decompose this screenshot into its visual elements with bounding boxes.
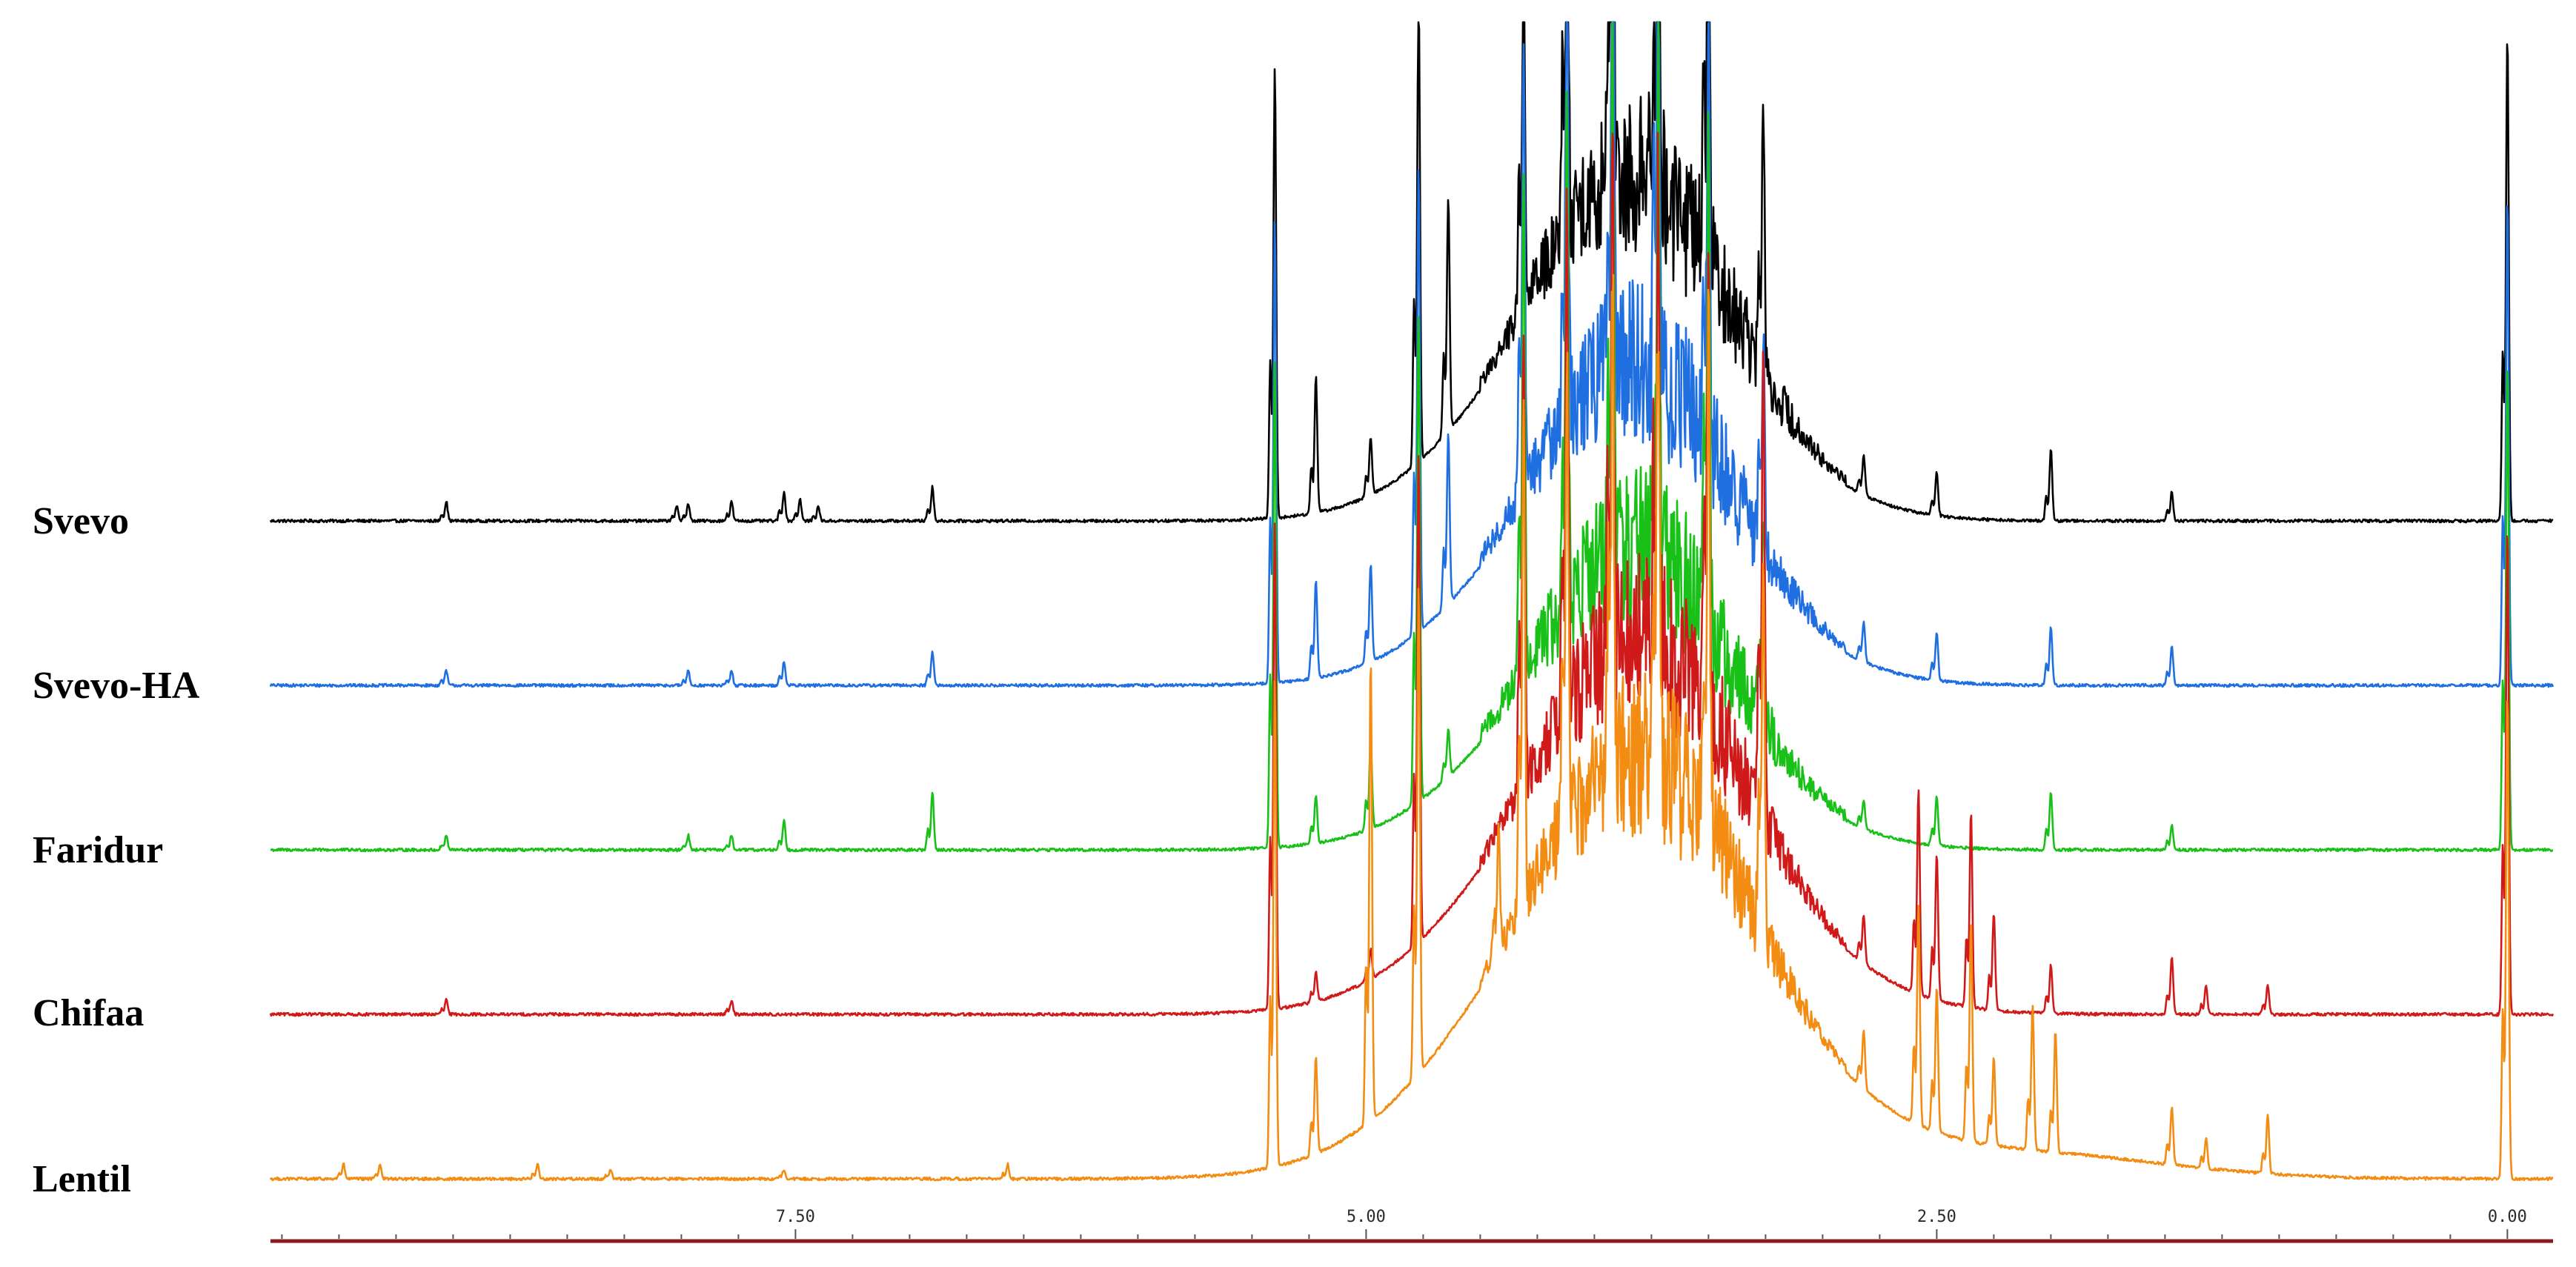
spectrum-trace-svevo-ha (269, 21, 2555, 688)
series-label-chifaa: Chifaa (33, 992, 144, 1034)
x-axis: 7.50 5.00 2.50 0.00 (270, 1208, 2553, 1243)
x-tick-label: 0.00 (2488, 1208, 2527, 1226)
x-tick-label: 7.50 (776, 1208, 815, 1226)
series-label-svevo-ha: Svevo-HA (33, 665, 200, 707)
series-label-svevo: Svevo (33, 500, 129, 542)
spectrum-trace-svevo (269, 21, 2554, 524)
spectrum-trace-chifaa (269, 131, 2555, 1017)
x-tick-label: 2.50 (1917, 1208, 1956, 1226)
series-labels: Svevo Svevo-HA Faridur Chifaa Lentil (33, 500, 200, 1200)
x-tick-label: 5.00 (1347, 1208, 1386, 1226)
spectrum-trace-faridur (270, 21, 2554, 853)
spectrum-trace-lentil (269, 273, 2554, 1182)
series-label-lentil: Lentil (33, 1158, 131, 1200)
spectrum-traces (269, 21, 2555, 1182)
series-label-faridur: Faridur (33, 829, 163, 871)
